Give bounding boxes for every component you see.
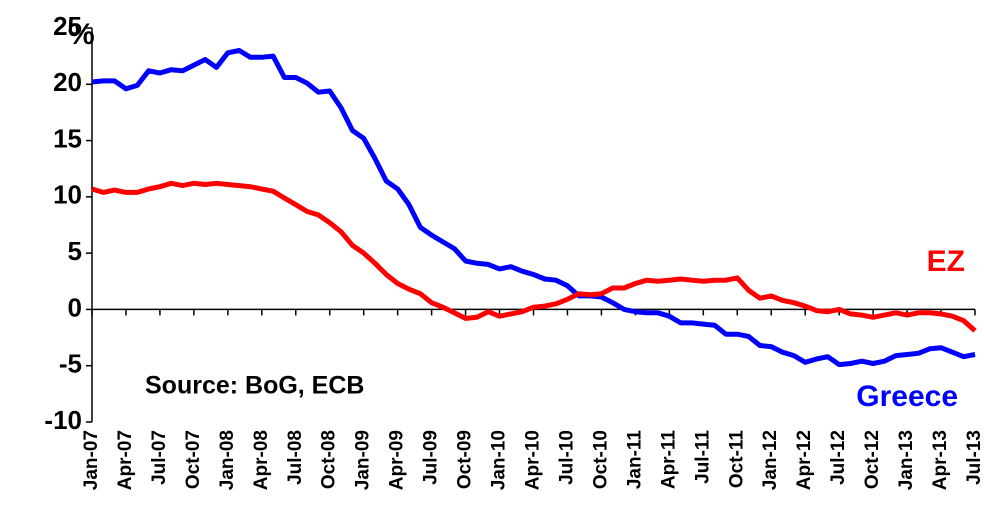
x-tick-label: Jul-10 xyxy=(556,430,577,485)
y-tick-label: 25 xyxy=(53,11,82,41)
y-tick-label: 0 xyxy=(68,292,82,322)
x-tick-label: Jan-13 xyxy=(896,430,917,490)
y-axis-label: % xyxy=(68,18,95,51)
series-label: EZ xyxy=(927,245,965,278)
x-tick-label: Jan-12 xyxy=(760,430,781,490)
y-tick-label: -10 xyxy=(44,405,82,435)
x-tick-label: Jul-11 xyxy=(692,430,713,484)
y-tick-label: 10 xyxy=(53,180,82,210)
y-tick-label: 20 xyxy=(53,67,82,97)
y-tick-label: -5 xyxy=(59,349,82,379)
x-tick-label: Jul-07 xyxy=(149,430,170,485)
x-tick-label: Apr-09 xyxy=(387,430,408,490)
x-tick-label: Apr-13 xyxy=(930,430,951,490)
x-tick-label: Jan-11 xyxy=(624,430,645,490)
source-note: Source: BoG, ECB xyxy=(145,372,364,400)
x-tick-label: Jul-12 xyxy=(828,430,849,485)
series-line xyxy=(91,180,977,333)
x-tick-label: Apr-10 xyxy=(523,430,544,490)
x-tick-label: Jan-07 xyxy=(81,430,102,490)
x-tick-label: Apr-08 xyxy=(251,430,272,490)
x-tick-label: Jan-09 xyxy=(353,430,374,490)
y-tick-label: 15 xyxy=(53,123,82,153)
x-tick-label: Oct-09 xyxy=(455,430,476,489)
x-tick-label: Jan-10 xyxy=(489,430,510,490)
x-tick-label: Jul-08 xyxy=(285,430,306,485)
y-tick-label: 5 xyxy=(68,236,82,266)
series-label: Greece xyxy=(856,380,958,413)
x-tick-label: Oct-08 xyxy=(319,430,340,489)
x-tick-label: Apr-07 xyxy=(115,430,136,490)
x-tick-label: Oct-07 xyxy=(183,430,204,489)
x-tick-label: Jan-08 xyxy=(217,430,238,490)
x-tick-label: Apr-11 xyxy=(658,430,679,490)
series-line xyxy=(91,48,976,368)
x-tick-label: Jul-09 xyxy=(421,430,442,485)
x-tick-label: Jul-13 xyxy=(964,430,984,485)
x-tick-label: Oct-10 xyxy=(590,430,611,489)
x-tick-label: Oct-11 xyxy=(726,430,747,489)
x-tick-label: Apr-12 xyxy=(794,430,815,490)
x-tick-label: Oct-12 xyxy=(862,430,883,489)
